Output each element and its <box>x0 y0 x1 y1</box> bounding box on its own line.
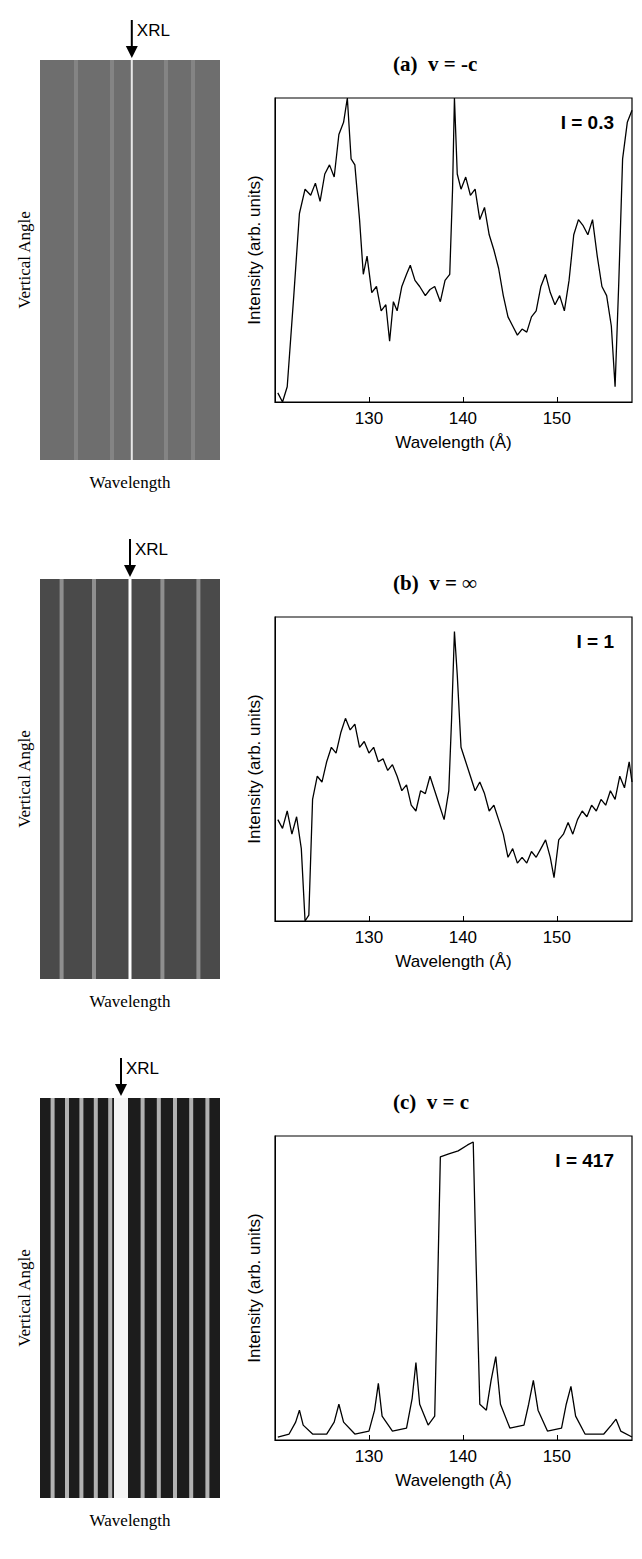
svg-text:Vertical Angle: Vertical Angle <box>15 1249 34 1347</box>
svg-text:150: 150 <box>543 1447 571 1466</box>
svg-text:130: 130 <box>355 1447 383 1466</box>
svg-text:XRL: XRL <box>135 540 168 559</box>
svg-text:Intensity (arb. units): Intensity (arb. units) <box>245 694 264 843</box>
svg-text:150: 150 <box>543 928 571 947</box>
svg-text:Wavelength: Wavelength <box>90 473 171 492</box>
svg-text:Vertical Angle: Vertical Angle <box>15 211 34 309</box>
svg-text:Wavelength (Å): Wavelength (Å) <box>395 433 512 452</box>
svg-text:Wavelength (Å): Wavelength (Å) <box>395 952 512 971</box>
svg-text:Intensity (arb. units): Intensity (arb. units) <box>245 1213 264 1362</box>
svg-text:Wavelength: Wavelength <box>90 992 171 1011</box>
svg-text:Intensity (arb. units): Intensity (arb. units) <box>245 175 264 324</box>
svg-text:(b) v = ∞: (b) v = ∞ <box>393 571 477 595</box>
svg-text:Wavelength: Wavelength <box>90 1511 171 1530</box>
svg-text:150: 150 <box>543 409 571 428</box>
svg-text:(a) v = -c: (a) v = -c <box>393 52 477 76</box>
svg-text:130: 130 <box>355 409 383 428</box>
svg-text:XRL: XRL <box>137 21 170 40</box>
svg-text:140: 140 <box>449 1447 477 1466</box>
svg-text:(c) v = c: (c) v = c <box>393 1090 469 1114</box>
svg-text:I = 417: I = 417 <box>555 1150 614 1171</box>
svg-text:I = 1: I = 1 <box>577 631 615 652</box>
svg-text:130: 130 <box>355 928 383 947</box>
svg-text:I = 0.3: I = 0.3 <box>561 112 614 133</box>
svg-text:140: 140 <box>449 928 477 947</box>
svg-text:Vertical Angle: Vertical Angle <box>15 730 34 828</box>
svg-text:XRL: XRL <box>126 1059 159 1078</box>
svg-text:Wavelength (Å): Wavelength (Å) <box>395 1471 512 1490</box>
svg-text:140: 140 <box>449 409 477 428</box>
